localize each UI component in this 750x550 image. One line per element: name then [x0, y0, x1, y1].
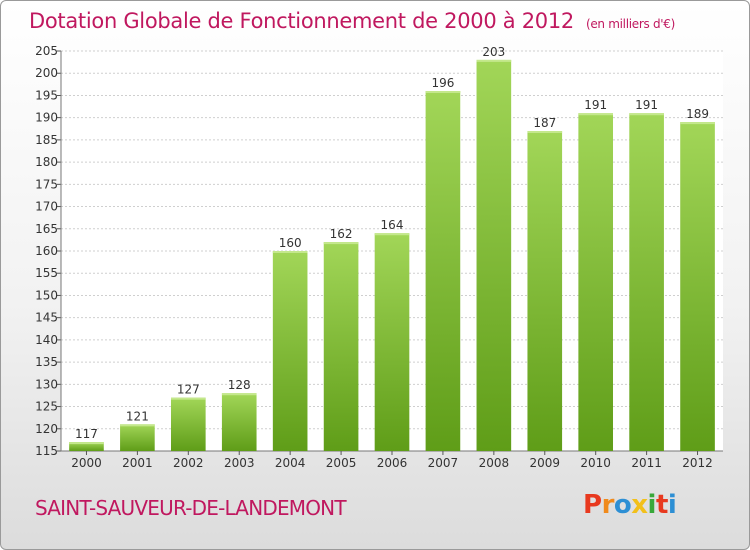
y-tick-label: 200 — [35, 66, 58, 80]
bar — [680, 122, 715, 451]
commune-name: SAINT-SAUVEUR-DE-LANDEMONT — [35, 496, 347, 520]
bar-value-label: 164 — [381, 218, 404, 232]
x-tick-label: 2008 — [479, 456, 510, 470]
bar — [170, 397, 206, 451]
x-tick-label: 2010 — [580, 456, 611, 470]
chart-title-text: Dotation Globale de Fonctionnement de 20… — [29, 9, 574, 33]
bar-highlight — [476, 59, 512, 62]
chart-subtitle: (en milliers d'€) — [585, 17, 675, 31]
bar-value-label: 160 — [279, 236, 302, 250]
y-tick-label: 190 — [35, 111, 58, 125]
bar-highlight — [680, 122, 715, 125]
y-tick-label: 115 — [35, 444, 58, 458]
bar-value-label: 203 — [482, 45, 505, 59]
bar-value-label: 128 — [228, 378, 251, 392]
x-tick-label: 2005 — [326, 456, 357, 470]
logo-letter: i — [667, 490, 677, 520]
x-tick-label: 2011 — [631, 456, 662, 470]
y-tick-label: 150 — [35, 288, 58, 302]
bar-highlight — [374, 233, 410, 236]
x-tick-label: 2000 — [71, 456, 102, 470]
x-tick-label: 2012 — [682, 456, 713, 470]
y-tick-label: 140 — [35, 333, 58, 347]
bar-value-label: 196 — [431, 76, 454, 90]
bar — [578, 113, 614, 451]
bar — [527, 131, 563, 451]
x-tick-label: 2001 — [122, 456, 153, 470]
logo-letter: t — [655, 490, 668, 520]
bar — [221, 393, 257, 451]
bar-highlight — [170, 397, 206, 400]
bar-highlight — [221, 393, 257, 396]
y-tick-label: 185 — [35, 133, 58, 147]
y-tick-label: 170 — [35, 200, 58, 214]
bar-highlight — [272, 251, 308, 253]
logo-letter: o — [613, 490, 632, 520]
logo-letter: P — [583, 490, 602, 520]
bar-value-label: 187 — [533, 116, 556, 130]
bar — [476, 59, 512, 452]
logo-letter: i — [647, 490, 657, 520]
bar — [323, 242, 359, 451]
y-tick-label: 130 — [35, 377, 58, 391]
chart-title: Dotation Globale de Fonctionnement de 20… — [29, 9, 675, 33]
y-tick-label: 205 — [35, 44, 58, 58]
x-tick-label: 2006 — [377, 456, 408, 470]
bar-highlight — [629, 113, 664, 116]
bar-value-label: 191 — [635, 98, 658, 112]
bar-highlight — [425, 91, 461, 93]
x-tick-label: 2007 — [428, 456, 459, 470]
logo-letter: x — [631, 490, 648, 520]
bar-highlight — [578, 113, 614, 116]
bar — [629, 113, 664, 451]
y-tick-label: 145 — [35, 311, 58, 325]
bar-value-label: 191 — [584, 98, 607, 112]
y-tick-label: 195 — [35, 88, 58, 102]
proxiti-logo: Proxiti — [583, 490, 677, 520]
bar-value-label: 121 — [126, 409, 149, 423]
x-tick-label: 2009 — [529, 456, 560, 470]
bar-value-label: 162 — [330, 227, 353, 241]
logo-letter: r — [601, 490, 615, 520]
y-tick-label: 120 — [35, 422, 58, 436]
bar-highlight — [527, 131, 563, 133]
y-tick-label: 175 — [35, 177, 58, 191]
bar-value-label: 117 — [75, 427, 98, 441]
y-tick-label: 125 — [35, 400, 58, 414]
bar-highlight — [120, 424, 155, 427]
y-tick-label: 155 — [35, 266, 58, 280]
y-tick-label: 180 — [35, 155, 58, 169]
x-tick-label: 2004 — [275, 456, 306, 470]
x-tick-label: 2002 — [173, 456, 204, 470]
y-tick-label: 160 — [35, 244, 58, 258]
x-tick-label: 2003 — [224, 456, 255, 470]
bar — [374, 233, 410, 451]
bar — [69, 442, 104, 451]
bar — [272, 251, 308, 451]
bar-highlight — [69, 442, 104, 445]
bar — [425, 91, 461, 451]
y-tick-label: 165 — [35, 222, 58, 236]
y-tick-label: 135 — [35, 355, 58, 369]
bar-highlight — [323, 242, 359, 245]
bar-value-label: 189 — [686, 107, 709, 121]
bar — [120, 424, 155, 451]
bar-value-label: 127 — [177, 383, 200, 397]
